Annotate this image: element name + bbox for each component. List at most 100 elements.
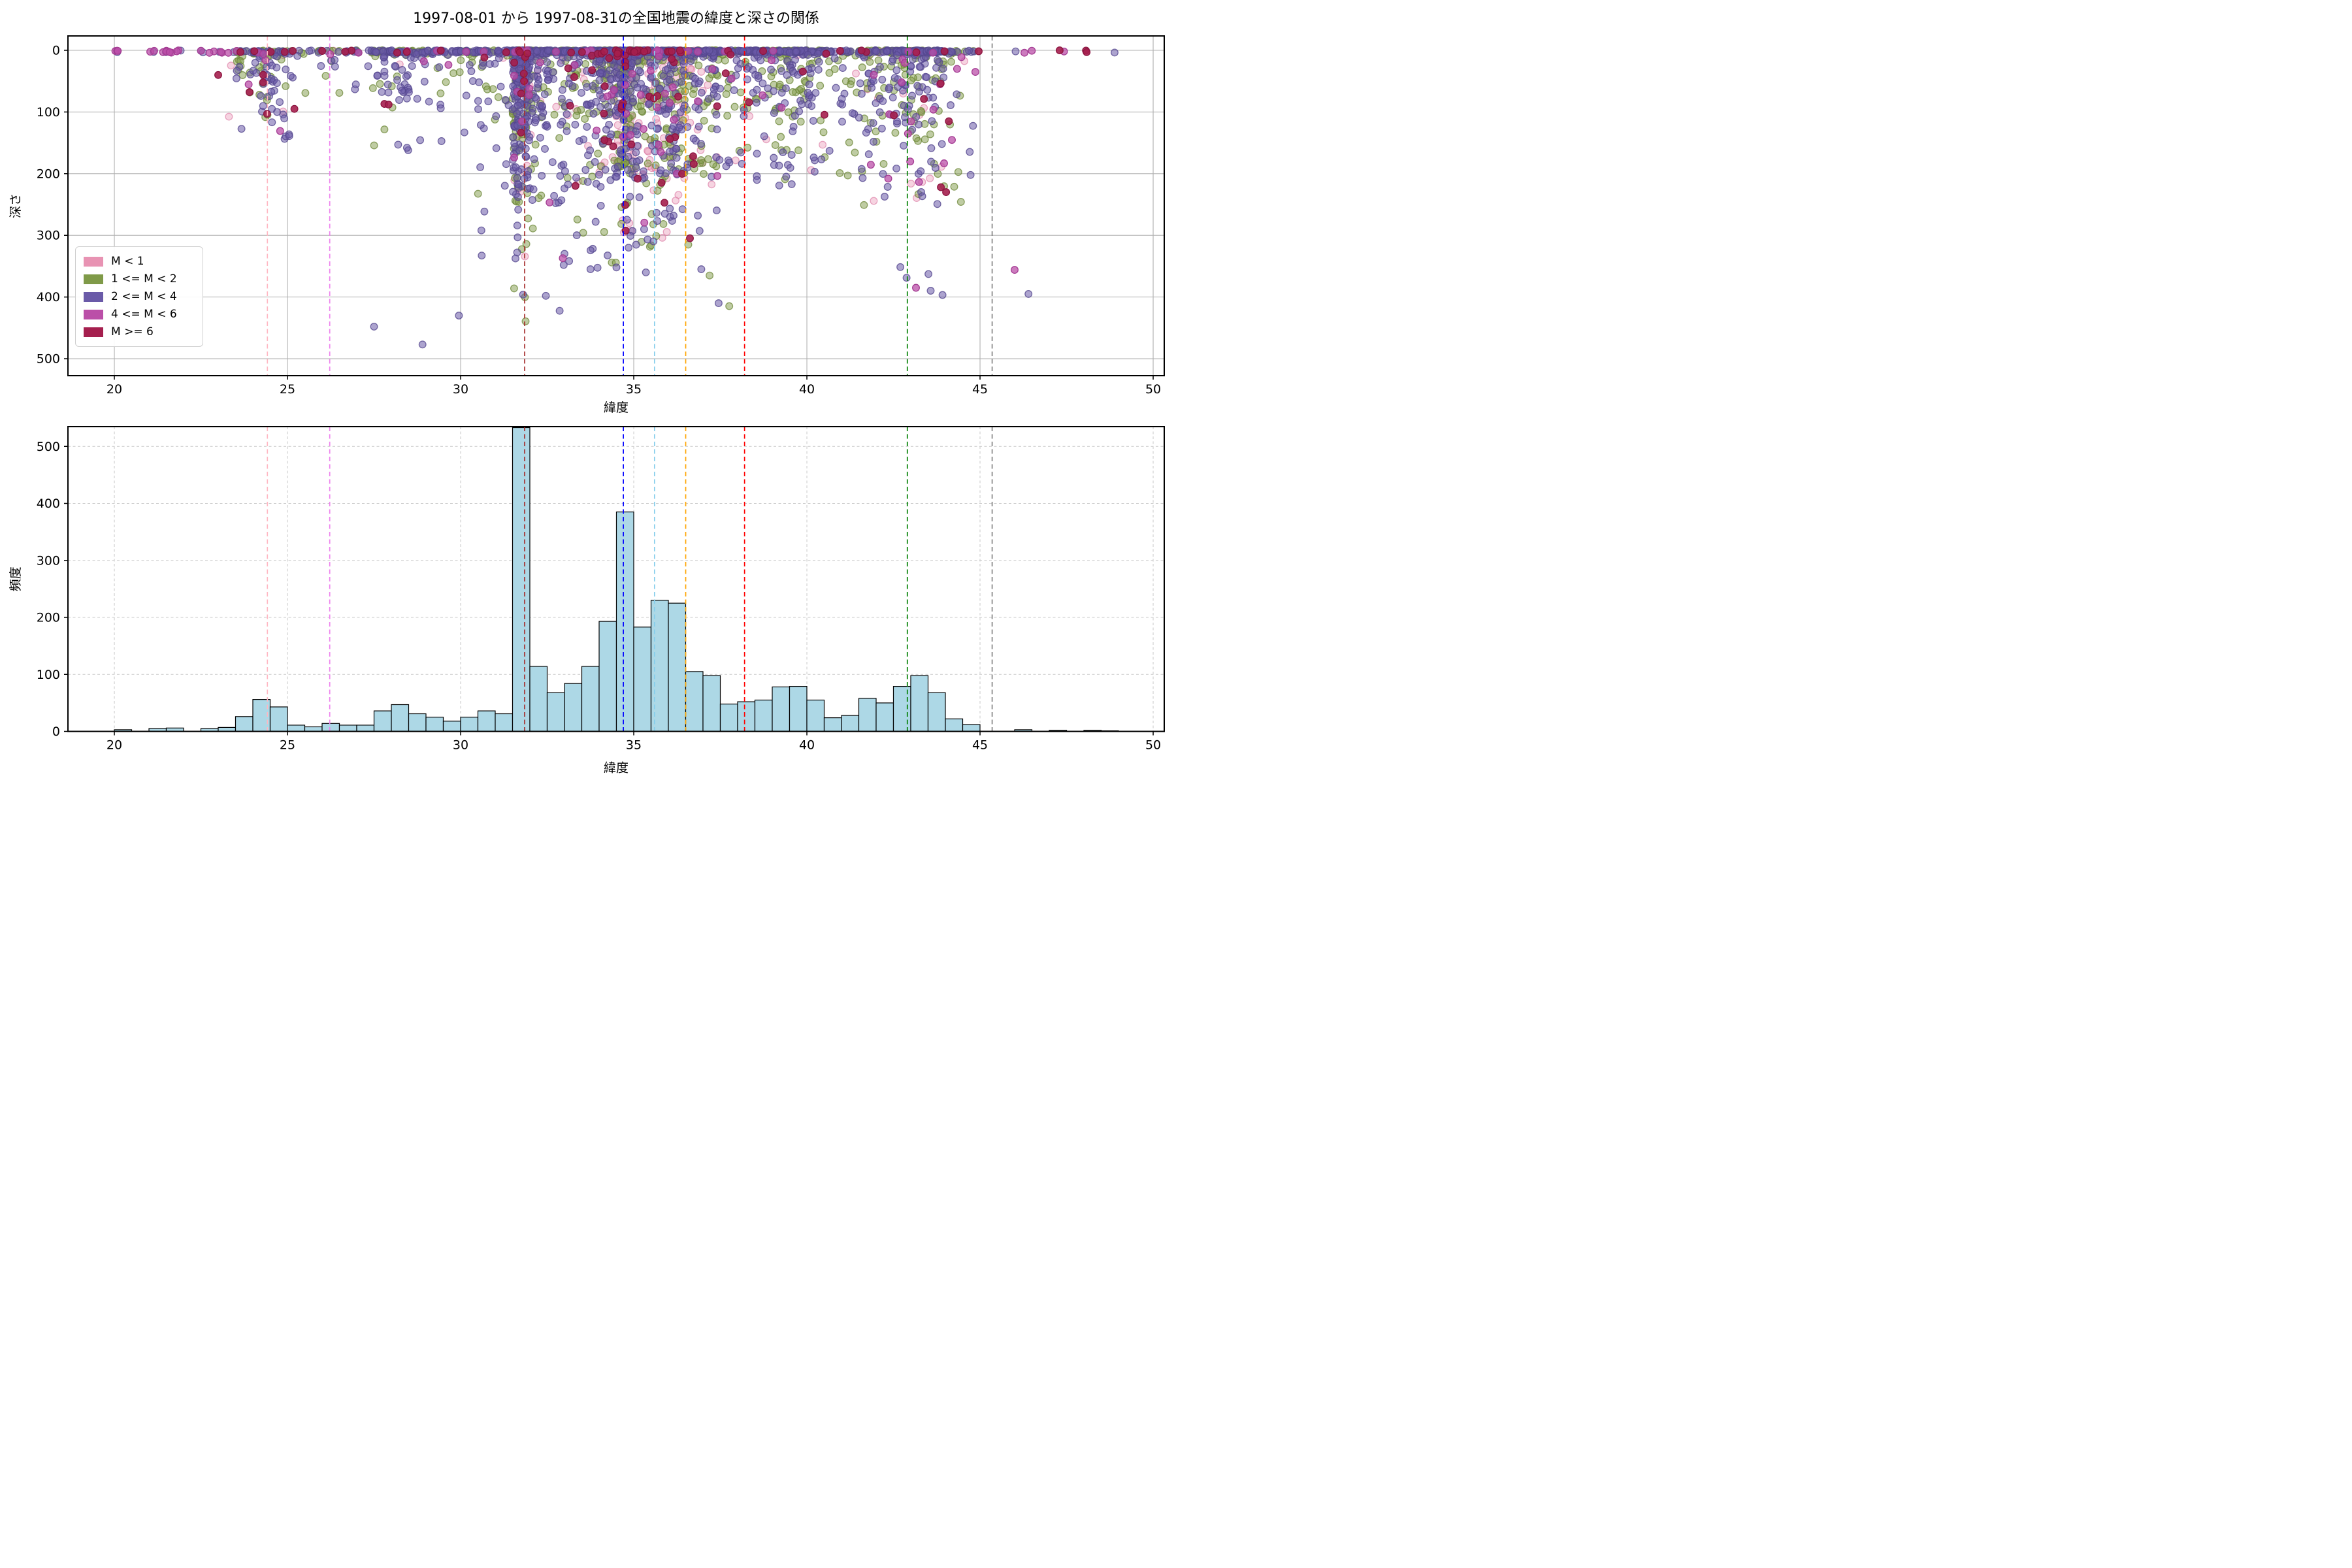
earthquake-point-purple: [938, 140, 946, 148]
earthquake-point-olive: [581, 115, 589, 123]
earthquake-point-olive: [579, 229, 587, 237]
hist-bar: [841, 715, 860, 732]
earthquake-point-crimson: [798, 67, 807, 76]
earthquake-point-purple: [267, 88, 276, 96]
earthquake-point-purple: [286, 72, 295, 80]
earthquake-point-magenta: [661, 90, 669, 98]
earthquake-point-purple: [644, 100, 653, 108]
earthquake-point-purple: [622, 144, 630, 153]
earthquake-point-crimson: [666, 135, 674, 143]
earthquake-point-olive: [697, 156, 706, 165]
hist-bar: [962, 724, 981, 732]
earthquake-point-olive: [858, 63, 866, 72]
earthquake-point-purple: [667, 159, 676, 168]
earthquake-point-purple: [697, 140, 705, 148]
earthquake-point-purple: [529, 185, 538, 193]
earthquake-point-magenta: [552, 48, 560, 56]
earthquake-point-crimson: [237, 48, 244, 56]
earthquake-point-olive: [956, 198, 965, 206]
earthquake-point-crimson: [676, 46, 684, 55]
earthquake-point-purple: [596, 69, 604, 78]
scatter-ytick-label: 400: [37, 290, 60, 304]
earthquake-point-purple: [542, 291, 550, 300]
earthquake-point-purple: [680, 101, 689, 110]
hist-bar: [529, 666, 548, 732]
earthquake-point-purple: [716, 84, 725, 93]
earthquake-point-magenta: [694, 48, 702, 56]
earthquake-point-crimson: [515, 48, 524, 56]
earthquake-point-purple: [825, 146, 834, 155]
earthquake-point-purple: [435, 63, 444, 71]
earthquake-point-magenta: [940, 159, 948, 167]
hist-bar: [235, 716, 253, 732]
earthquake-point-olive: [681, 87, 689, 95]
earthquake-point-purple: [572, 174, 580, 182]
earthquake-point-purple: [883, 183, 892, 191]
earthquake-point-purple: [862, 129, 870, 137]
earthquake-point-magenta: [640, 125, 647, 133]
earthquake-point-purple: [589, 110, 598, 118]
earthquake-point-purple: [775, 161, 783, 170]
earthquake-point-purple: [514, 180, 523, 189]
hist-bar: [495, 713, 514, 732]
earthquake-point-purple: [786, 163, 794, 172]
earthquake-point-purple: [514, 205, 523, 214]
earthquake-point-purple: [929, 93, 938, 102]
earthquake-point-crimson: [745, 98, 753, 106]
hist-bar: [892, 685, 911, 732]
earthquake-point-crimson: [384, 101, 393, 109]
earthquake-point-crimson: [480, 54, 489, 62]
hist-bar: [408, 713, 427, 732]
earthquake-point-purple: [647, 122, 656, 130]
hist-bar: [754, 699, 773, 732]
earthquake-point-purple: [592, 97, 600, 106]
earthquake-point-olive: [577, 106, 585, 114]
earthquake-point-magenta: [657, 148, 665, 156]
earthquake-point-crimson: [502, 48, 510, 56]
earthquake-point-purple: [626, 193, 634, 201]
earthquake-point-olive: [921, 135, 929, 144]
earthquake-point-crimson: [634, 174, 642, 183]
earthquake-point-crimson: [578, 48, 586, 56]
earthquake-point-olive: [775, 117, 783, 125]
earthquake-point-purple: [416, 136, 425, 144]
earthquake-point-crimson: [280, 48, 289, 56]
earthquake-point-olive: [706, 271, 714, 280]
earthquake-point-purple: [705, 46, 713, 55]
earthquake-point-olive: [368, 84, 377, 92]
earthquake-point-olive: [709, 160, 717, 169]
earthquake-point-purple: [896, 263, 905, 271]
hist-bar: [269, 706, 288, 732]
hist-bar: [772, 686, 791, 732]
earthquake-point-purple: [534, 80, 542, 88]
earthquake-point-purple: [476, 121, 485, 129]
earthquake-point-purple: [586, 246, 595, 255]
earthquake-point-purple: [331, 56, 339, 64]
earthquake-point-crimson: [510, 58, 519, 67]
earthquake-point-magenta: [354, 48, 363, 57]
earthquake-point-olive: [776, 80, 784, 89]
earthquake-point-olive: [694, 61, 703, 70]
earthquake-point-purple: [586, 146, 595, 155]
earthquake-point-purple: [857, 165, 866, 173]
hist-bar: [338, 725, 357, 732]
earthquake-point-purple: [659, 72, 668, 80]
earthquake-point-magenta: [653, 103, 661, 112]
earthquake-point-purple: [779, 148, 787, 157]
hist-bar: [702, 675, 721, 732]
hist-spines: [67, 426, 1165, 732]
earthquake-point-magenta: [767, 56, 776, 65]
earthquake-point-purple: [775, 181, 783, 189]
earthquake-point-crimson: [289, 46, 297, 55]
earthquake-point-purple: [817, 155, 826, 163]
scatter-yaxis-label: 深さ: [8, 193, 23, 218]
earthquake-point-olive: [926, 130, 934, 139]
earthquake-point-olive: [796, 118, 805, 126]
earthquake-point-crimson: [937, 183, 945, 191]
earthquake-point-pink: [926, 174, 934, 183]
scatter-vlines: [267, 36, 993, 376]
earthquake-point-purple: [595, 76, 604, 84]
earthquake-point-olive: [743, 144, 752, 152]
earthquake-point-purple: [635, 193, 644, 201]
earthquake-point-olive: [700, 170, 708, 178]
